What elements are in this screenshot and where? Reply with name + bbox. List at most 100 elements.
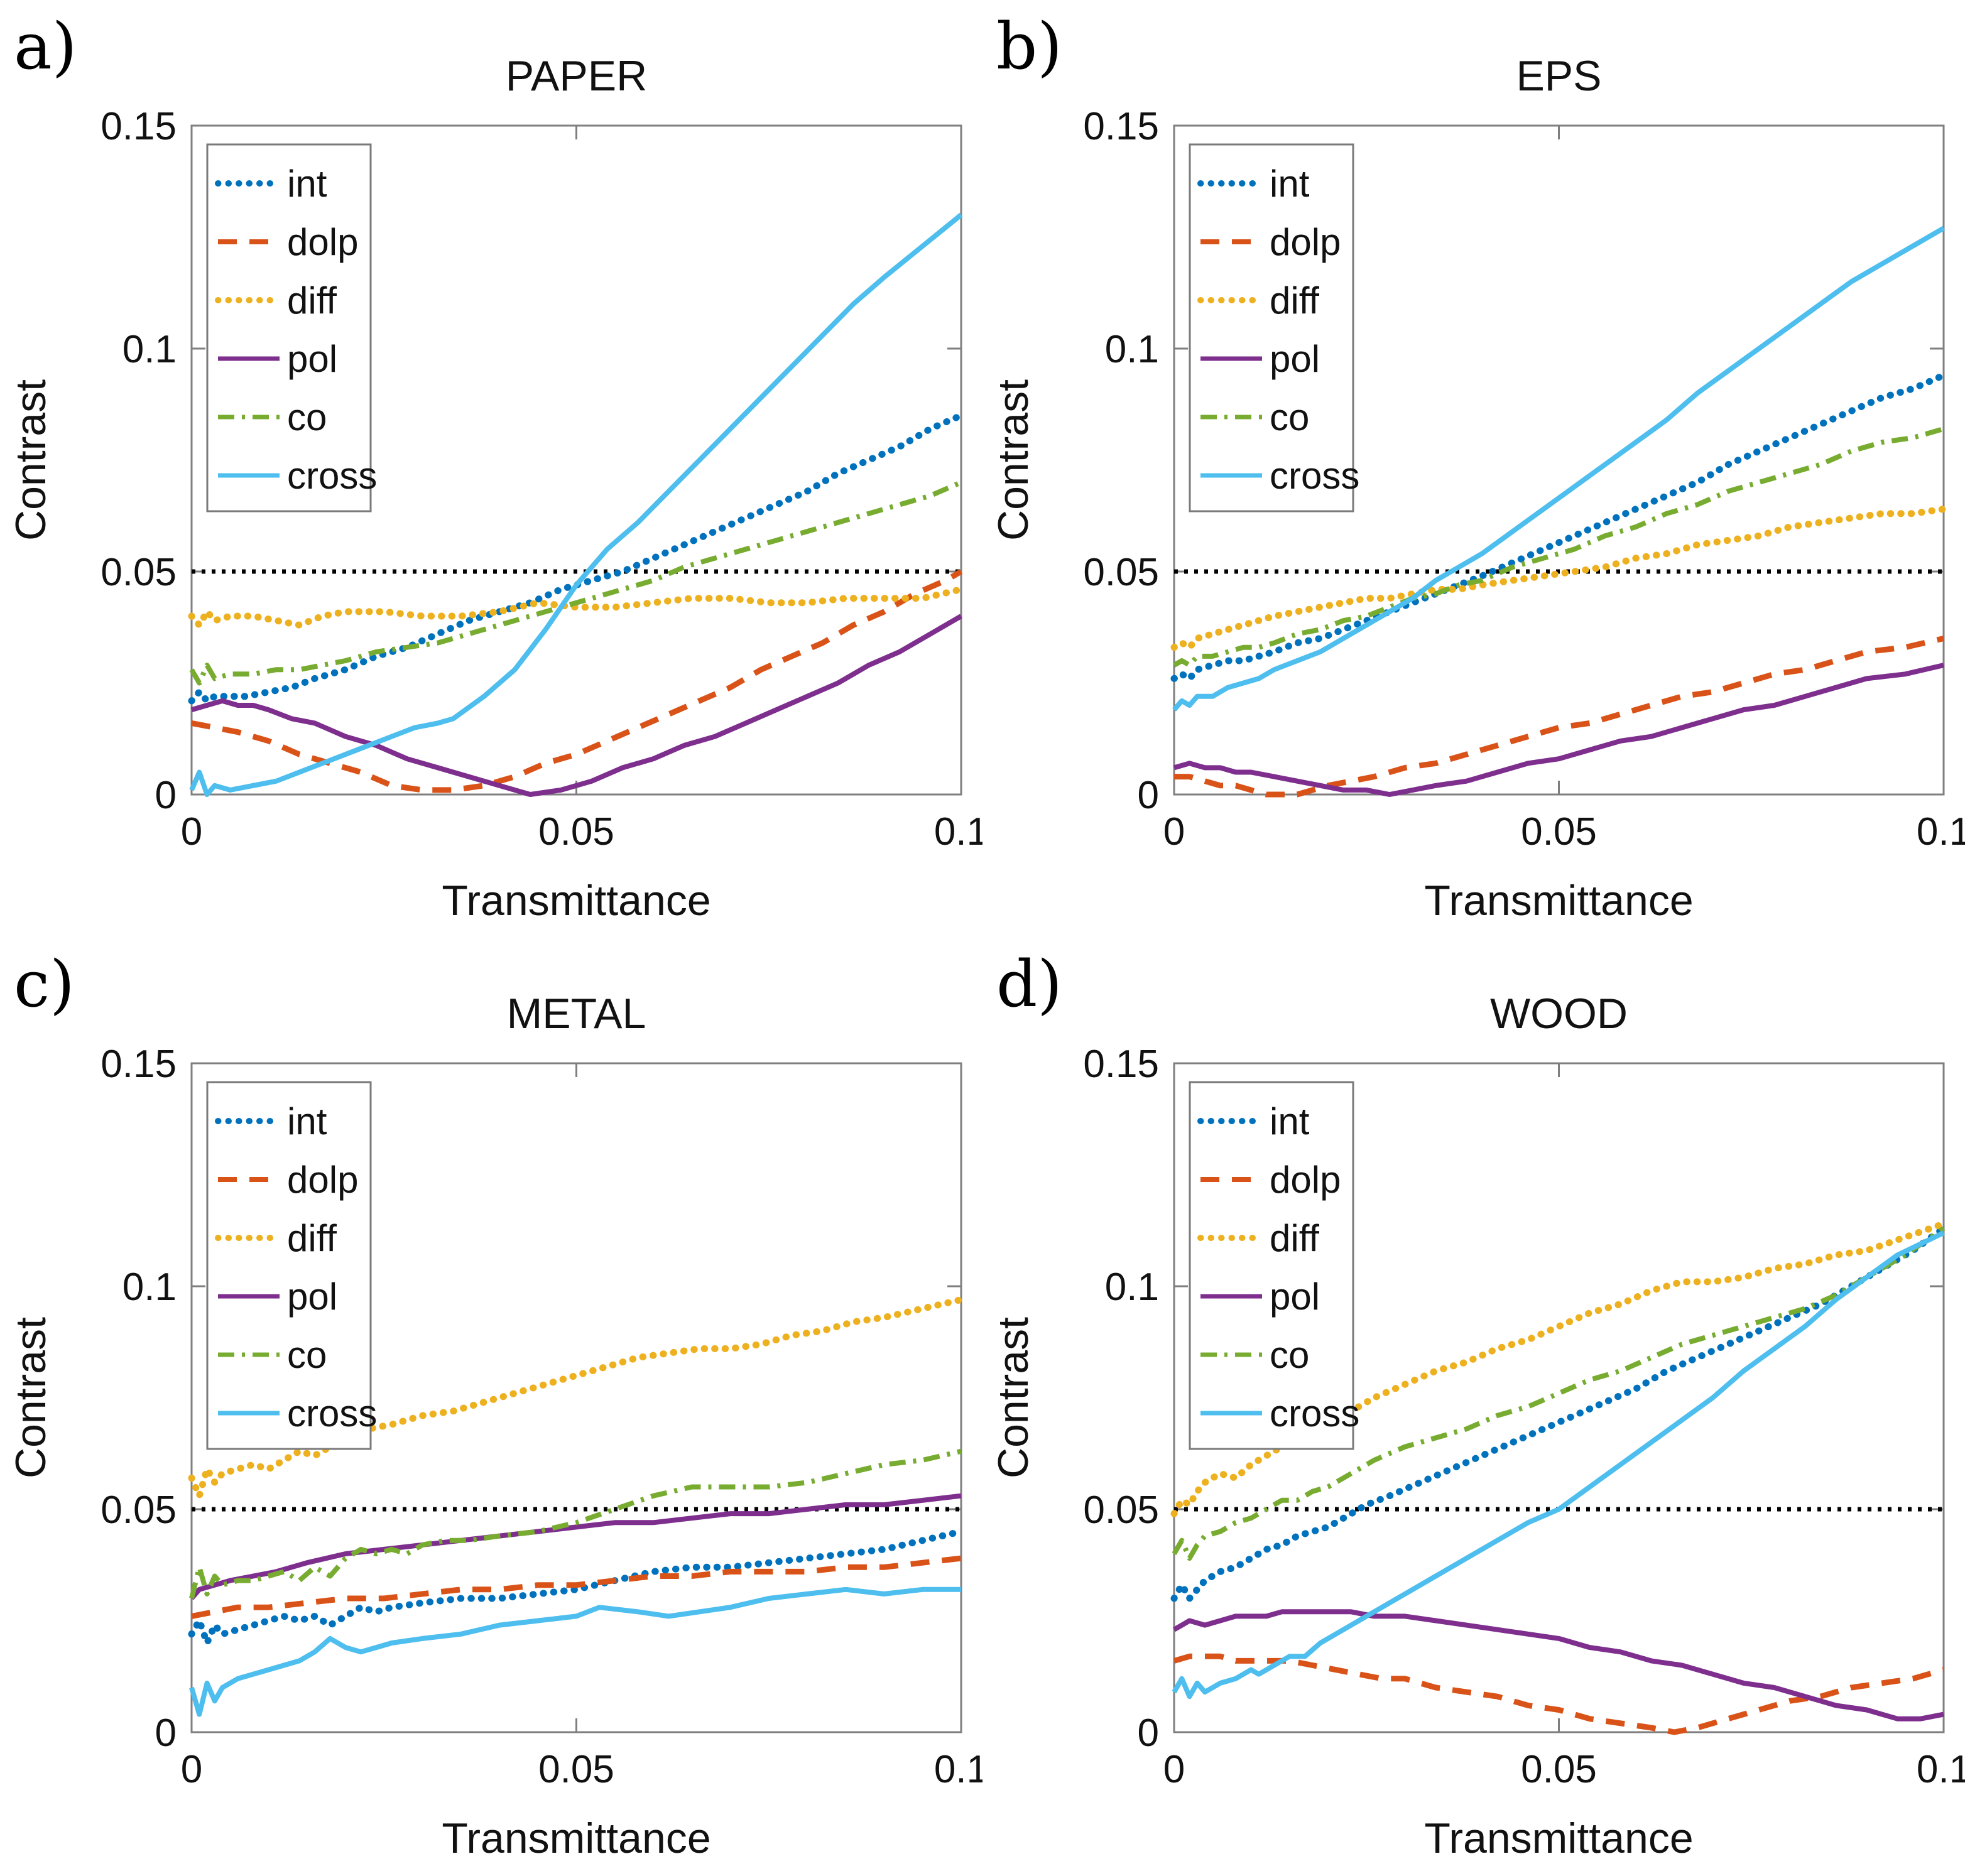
y-axis-label: Contrast xyxy=(7,1317,55,1478)
legend-label-dolp: dolp xyxy=(1270,1159,1341,1201)
legend-label-cross: cross xyxy=(1270,455,1359,497)
y-tick-label: 0.05 xyxy=(101,1488,177,1532)
series-co xyxy=(1172,1226,1946,1561)
panel-letter-c: c) xyxy=(14,947,75,1022)
legend-label-diff: diff xyxy=(1270,1217,1319,1259)
legend-label-cross: cross xyxy=(1270,1392,1359,1434)
x-tick-label: 0.05 xyxy=(538,1748,614,1791)
legend: int dolp diff pol co cross xyxy=(1189,1081,1359,1450)
legend-label-pol: pol xyxy=(1270,1276,1320,1318)
legend-label-dolp: dolp xyxy=(287,221,358,263)
series-int xyxy=(1170,1225,1947,1602)
legend-label-co: co xyxy=(287,396,327,438)
series-diff xyxy=(188,585,965,629)
series-diff xyxy=(1170,506,1947,651)
x-tick-label: 0 xyxy=(181,1748,202,1791)
legend-label-int: int xyxy=(1270,163,1310,205)
legend-label-pol: pol xyxy=(1270,338,1320,380)
legend: int dolp diff pol co cross xyxy=(1189,143,1359,512)
x-axis-label: Transmittance xyxy=(1424,877,1693,924)
legend-label-dolp: dolp xyxy=(1270,221,1341,263)
series-pol xyxy=(190,614,963,797)
legend-label-diff: diff xyxy=(287,1217,337,1259)
series-dolp xyxy=(191,569,963,793)
series-co xyxy=(189,480,962,686)
series-pol xyxy=(1173,663,1944,797)
x-axis-label: Transmittance xyxy=(442,1814,710,1862)
panel-eps: b) EPS Transmittance Contrast 0 0.05 0.1 0 0.05… xyxy=(982,0,1965,938)
y-tick-label: 0 xyxy=(155,1711,177,1755)
y-tick-label: 0.15 xyxy=(101,1043,177,1086)
y-tick-label: 0.1 xyxy=(122,1266,177,1309)
legend: int dolp diff pol co cross xyxy=(206,1081,377,1450)
y-tick-label: 0 xyxy=(1138,774,1159,817)
legend-label-int: int xyxy=(1270,1100,1310,1142)
legend-label-dolp: dolp xyxy=(287,1159,358,1201)
series-cross xyxy=(1172,1230,1945,1700)
x-tick-label: 0.1 xyxy=(1917,810,1965,854)
series-co xyxy=(1173,426,1945,668)
series-dolp xyxy=(1173,1653,1945,1735)
y-tick-label: 0.15 xyxy=(101,105,177,148)
y-axis-label: Contrast xyxy=(7,379,55,541)
y-tick-label: 0.15 xyxy=(1083,1043,1159,1086)
y-tick-label: 0.05 xyxy=(1083,551,1159,594)
y-axis-label: Contrast xyxy=(989,1317,1037,1478)
x-tick-label: 0.1 xyxy=(1917,1748,1965,1791)
x-tick-label: 0.05 xyxy=(538,810,614,854)
series-co xyxy=(189,1448,962,1599)
series-diff xyxy=(1170,1220,1947,1517)
panel-letter-a: a) xyxy=(14,9,77,84)
chart-eps: EPS Transmittance Contrast 0 0.05 0.1 0 0.05 0.1… xyxy=(989,52,1965,924)
panel-paper: a) PAPER Transmittance Contrast 0 0.05 0.1 0 0.… xyxy=(0,0,982,938)
x-axis-label: Transmittance xyxy=(442,877,710,924)
legend-label-pol: pol xyxy=(287,338,337,380)
y-tick-label: 0 xyxy=(155,774,177,817)
legend-label-diff: diff xyxy=(287,279,337,322)
chart-title: METAL xyxy=(507,990,646,1038)
legend-label-co: co xyxy=(1270,1334,1309,1376)
x-tick-label: 0.05 xyxy=(1521,1748,1597,1791)
x-axis-label: Transmittance xyxy=(1424,1814,1693,1862)
x-tick-label: 0 xyxy=(1163,1748,1185,1791)
y-tick-label: 0.05 xyxy=(101,551,177,594)
series-diff xyxy=(188,1296,965,1500)
legend-label-cross: cross xyxy=(287,1392,377,1434)
chart-metal: METAL Transmittance Contrast 0 0.05 0.1 0 0.05 0… xyxy=(7,990,982,1862)
series-cross xyxy=(1172,225,1946,712)
x-tick-label: 0 xyxy=(181,810,202,854)
panel-metal: c) METAL Transmittance Contrast 0 0.05 0.1 0 0.… xyxy=(0,938,982,1876)
chart-title: PAPER xyxy=(506,52,647,100)
y-tick-label: 0.15 xyxy=(1083,105,1159,148)
series-int xyxy=(188,412,965,705)
y-tick-label: 0.05 xyxy=(1083,1488,1159,1532)
legend-label-co: co xyxy=(1270,396,1309,438)
series-int xyxy=(188,1528,965,1647)
series-cross xyxy=(189,1586,961,1717)
legend-label-cross: cross xyxy=(287,455,377,497)
series-cross xyxy=(189,212,963,797)
legend-box xyxy=(1189,143,1354,512)
legend-label-int: int xyxy=(287,163,327,205)
y-tick-label: 0.1 xyxy=(1105,328,1159,371)
legend-label-pol: pol xyxy=(287,1276,337,1318)
legend-label-co: co xyxy=(287,1334,327,1376)
legend-label-int: int xyxy=(287,1100,327,1142)
y-tick-label: 0.1 xyxy=(1105,1266,1159,1309)
x-tick-label: 0.05 xyxy=(1521,810,1597,854)
legend-box xyxy=(1189,1081,1354,1450)
y-axis-label: Contrast xyxy=(989,379,1037,541)
legend: int dolp diff pol co cross xyxy=(206,143,377,512)
x-tick-label: 0.1 xyxy=(934,810,982,854)
series-pol xyxy=(1173,1609,1944,1721)
legend-box xyxy=(206,1081,372,1450)
legend-label-diff: diff xyxy=(1270,279,1319,322)
x-tick-label: 0 xyxy=(1163,810,1185,854)
y-tick-label: 0 xyxy=(1138,1711,1159,1755)
panel-wood: d) WOOD Transmittance Contrast 0 0.05 0.1 0 0.0… xyxy=(982,938,1965,1876)
chart-title: EPS xyxy=(1516,52,1601,100)
series-dolp xyxy=(1174,636,1945,798)
panel-letter-d: d) xyxy=(996,947,1063,1022)
series-dolp xyxy=(191,1555,962,1619)
panel-letter-b: b) xyxy=(996,9,1063,84)
